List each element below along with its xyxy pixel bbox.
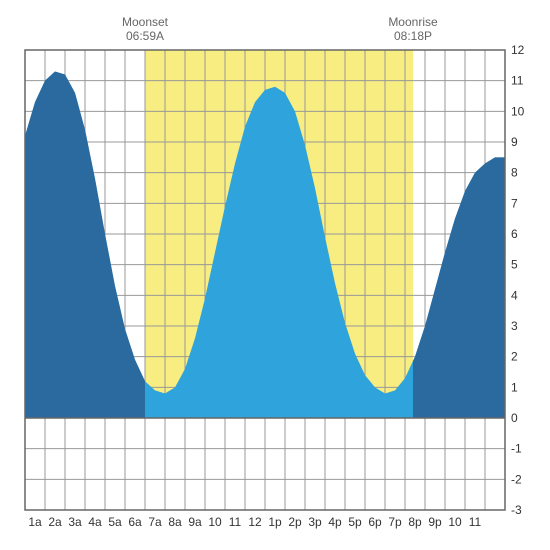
chart-svg: -3-2-101234567891011121a2a3a4a5a6a7a8a9a… [10,10,540,540]
y-tick-label: 3 [511,319,518,333]
x-tick-label: 9p [428,515,442,529]
x-tick-label: 1p [268,515,282,529]
x-tick-label: 4a [88,515,102,529]
y-tick-label: -1 [511,442,522,456]
x-tick-label: 12 [248,515,262,529]
y-tick-label: 6 [511,227,518,241]
x-tick-label: 1a [28,515,42,529]
annotation-time-0: 06:59A [126,29,164,43]
x-tick-label: 6p [368,515,382,529]
annotation-label-1: Moonrise [388,15,438,29]
x-tick-label: 2a [48,515,62,529]
annotation-label-0: Moonset [122,15,169,29]
y-tick-label: -2 [511,472,522,486]
x-tick-label: 4p [328,515,342,529]
x-tick-label: 5a [108,515,122,529]
x-tick-label: 3a [68,515,82,529]
y-tick-label: 7 [511,196,518,210]
y-tick-label: 9 [511,135,518,149]
annotation-time-1: 08:18P [394,29,432,43]
x-tick-label: 6a [128,515,142,529]
x-tick-label: 11 [229,515,242,529]
tide-chart: -3-2-101234567891011121a2a3a4a5a6a7a8a9a… [10,10,540,540]
y-tick-label: 10 [511,104,525,118]
y-tick-label: 5 [511,258,518,272]
x-tick-label: 10 [208,515,222,529]
tide-area-night-1 [413,157,505,418]
y-tick-label: 1 [511,380,518,394]
x-tick-label: 2p [288,515,302,529]
x-tick-label: 8a [168,515,182,529]
y-tick-label: -3 [511,503,522,517]
x-tick-label: 7a [148,515,162,529]
y-tick-label: 0 [511,411,518,425]
x-tick-label: 3p [308,515,322,529]
y-tick-label: 8 [511,166,518,180]
x-tick-label: 5p [348,515,362,529]
y-tick-label: 12 [511,43,525,57]
x-tick-label: 10 [448,515,462,529]
y-tick-label: 2 [511,350,518,364]
x-tick-label: 9a [188,515,202,529]
x-tick-label: 7p [388,515,402,529]
x-tick-label: 11 [469,515,482,529]
x-tick-label: 8p [408,515,422,529]
y-tick-label: 4 [511,288,518,302]
y-tick-label: 11 [511,74,524,88]
